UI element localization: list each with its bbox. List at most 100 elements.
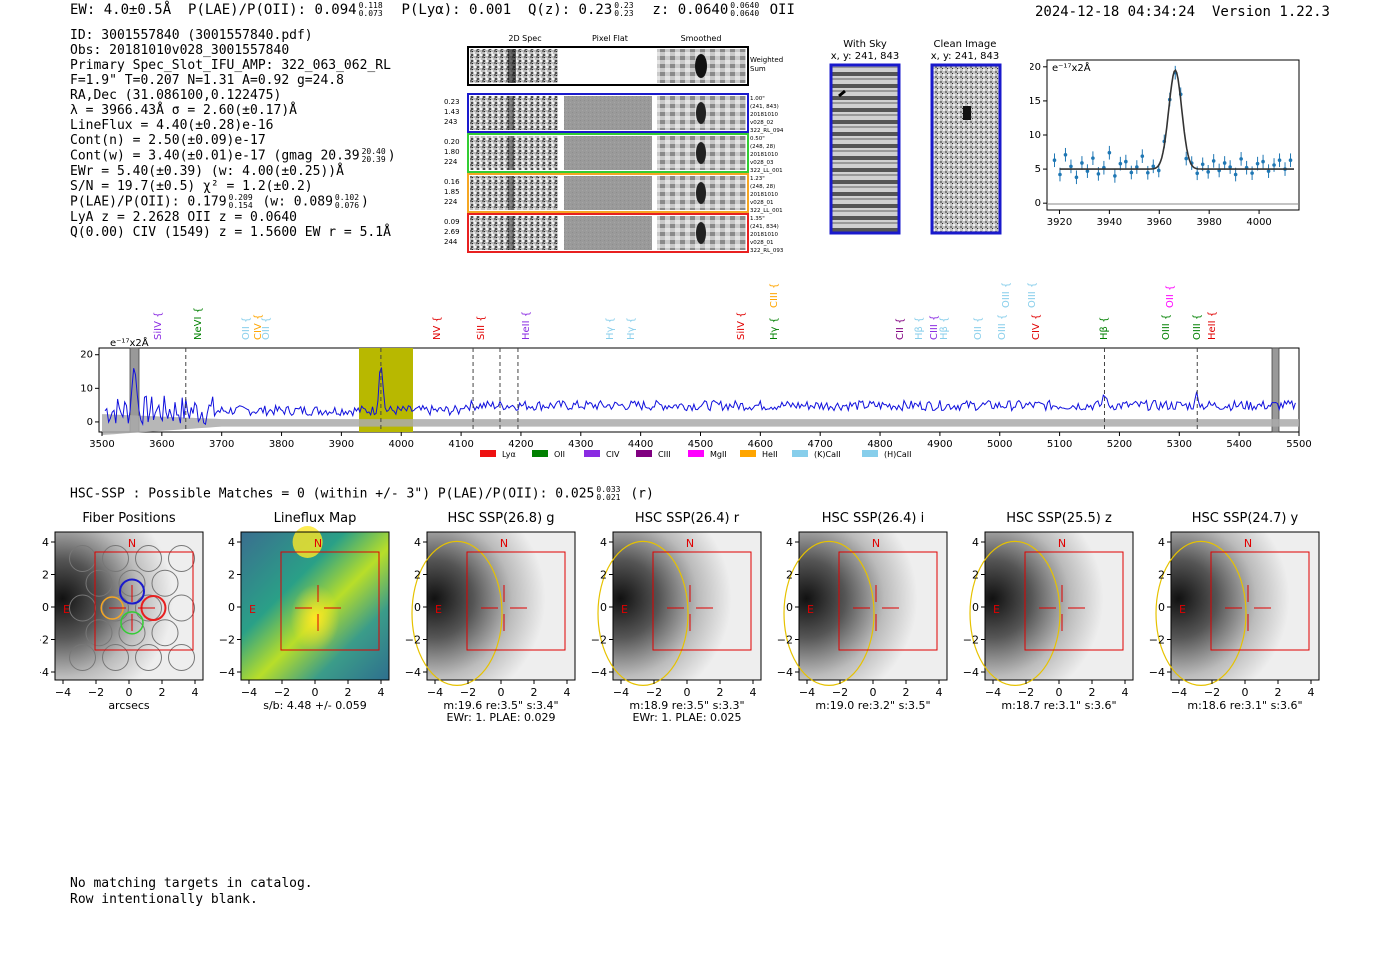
legend-label: HeII [762, 450, 778, 459]
data-point [1096, 172, 1101, 176]
spectral-line-label: OIII { [997, 314, 1008, 340]
catalog-ellipse [1155, 540, 1247, 687]
x-tick-label: −4 [427, 686, 443, 699]
aperture-box [838, 551, 938, 651]
cutout-right-label: (248, 28) [750, 144, 775, 150]
y-tick-label: 4 [600, 536, 607, 549]
footer-line-2: Row intentionally blank. [70, 892, 258, 907]
cutout-right-label: (248, 28) [750, 184, 775, 190]
legend-label: Lyα [502, 450, 516, 459]
spectral-line-label: HeII { [1207, 311, 1218, 340]
cutout-right-label: 1.35" [750, 216, 765, 222]
plae2-w: (w: 0.089 [262, 194, 333, 210]
fiber-circle [85, 619, 113, 647]
z-line: OII [769, 2, 795, 18]
spectral-line-label: CIII { [769, 283, 780, 308]
fiber-circle [168, 594, 195, 622]
panel-title: Lineflux Map [274, 511, 357, 526]
info-obs: Obs: 20181010v028_3001557840 [70, 43, 290, 58]
cutout-right-label: 322_LL_001 [750, 208, 783, 214]
cutout-right-label: 20181010 [750, 152, 778, 158]
line-fit-ticks: 3920 3940 3960 3980 4000 0 5 10 15 20 [1030, 62, 1272, 228]
y-tick-label: 2 [228, 569, 235, 582]
fiber-circle [151, 569, 179, 597]
timestamp-value: 2024-12-18 04:34:24 [1034, 4, 1196, 20]
z-lo: 0.0640 [730, 9, 760, 18]
catalog-ellipse [411, 540, 503, 687]
hsc-plae-lo: 0.021 [596, 493, 621, 502]
cutout-rows: 0.23 1.43 243 1.00" (241, 843) 20181010 v028_0… [444, 93, 784, 254]
legend-swatch [792, 450, 808, 457]
panel-title: HSC SSP(26.4) r [635, 511, 740, 526]
cutout-left-label: 1.43 [444, 108, 460, 116]
cutout-right-label: 20181010 [750, 232, 778, 238]
y-tick-label: 2 [1158, 569, 1165, 582]
legend-label: MgII [710, 450, 727, 459]
catalog-ellipse [597, 540, 689, 687]
fiber-circle [135, 545, 162, 572]
clean-image [930, 63, 1002, 235]
data-point [1069, 164, 1073, 169]
x-tick-label: 4900 [927, 439, 952, 450]
cutout-left-label: 224 [444, 198, 458, 206]
y-tick-label: 0 [414, 601, 421, 614]
x-tick-label: 4 [1122, 686, 1129, 699]
info-lya: LyA z = 2.2628 OII z = 0.0640 [70, 210, 297, 225]
legend-swatch [636, 450, 652, 457]
data-point [1058, 172, 1062, 177]
panel-caption: m:18.6 re:3.1" s:3.6" [1187, 699, 1302, 712]
aperture-box [1024, 551, 1124, 651]
panel-caption: m:18.9 re:3.5" s:3.3" [629, 699, 744, 712]
x-tick-label: 3600 [149, 439, 174, 450]
cutout-left-label: 0.16 [444, 178, 460, 186]
spectral-line-label: OII { [973, 317, 984, 340]
y-tick-label: 2 [600, 569, 607, 582]
full-spectrum-chart: SiIV {NeVI {OII {CIV {OII {NV {SiII {HeI… [80, 282, 1311, 459]
info-radec: RA,Dec (31.086100,0.122475) [70, 88, 282, 103]
y-tick-label: 20 [1030, 62, 1041, 73]
cutout-right-label: 20181010 [750, 112, 778, 118]
cutout-right-label: 0.50" [750, 136, 765, 142]
x-tick-label: 4100 [448, 439, 473, 450]
fiber-circle [85, 569, 113, 597]
spectral-line-label: SiIV { [736, 312, 747, 340]
cutout-right-label: (241, 834) [750, 224, 779, 230]
plya-value: P(Lyα): 0.001 [401, 2, 512, 18]
y-tick-label: 0 [87, 417, 93, 428]
x-tick-label: 2 [1089, 686, 1096, 699]
lineflux-core [280, 565, 350, 662]
north-label: N [1244, 537, 1252, 550]
spectral-line-label: NeVI { [193, 307, 204, 340]
hsc-cutout-image [985, 532, 1133, 680]
data-point [1052, 158, 1057, 163]
line-fit-axes [1046, 59, 1300, 211]
aperture-box [652, 551, 752, 651]
info-id: ID: 3001557840 (3001557840.pdf) [70, 28, 313, 43]
with-sky-image [829, 63, 901, 235]
plae2-w-lo: 0.076 [334, 201, 360, 210]
zoom-window-highlight [359, 348, 413, 432]
data-point [1272, 163, 1276, 167]
x-tick-label: 2 [159, 686, 166, 699]
spectral-line-label: Hβ { [939, 317, 950, 340]
aperture-box [94, 551, 194, 651]
legend-swatch [740, 450, 756, 457]
info-contw: Cont(w) = 3.40(±0.01)e-17 (gmag 20.39 20.… [70, 148, 396, 164]
spectral-line-label: Hβ { [1099, 317, 1110, 340]
clean-title: Clean Image [934, 39, 997, 50]
spectral-line-label: Hβ { [914, 317, 925, 340]
contw-text: Cont(w) = 3.40(±0.01)e-17 (gmag 20.39 [70, 148, 360, 164]
spectral-line-label: Hγ { [626, 317, 637, 340]
spectrum-unit: e⁻¹⁷x2Å [110, 336, 149, 349]
north-label: N [686, 537, 694, 550]
y-tick-label: 10 [80, 383, 93, 394]
with-sky-arrow [838, 89, 846, 98]
x-tick-label: −2 [1018, 686, 1034, 699]
masked-region-2 [1271, 347, 1280, 433]
fiber-circle [102, 594, 129, 622]
panel-caption: m:18.7 re:3.1" s:3.6" [1001, 699, 1116, 712]
x-tick-label: −2 [274, 686, 290, 699]
cutout-pixel-flat [564, 136, 652, 170]
